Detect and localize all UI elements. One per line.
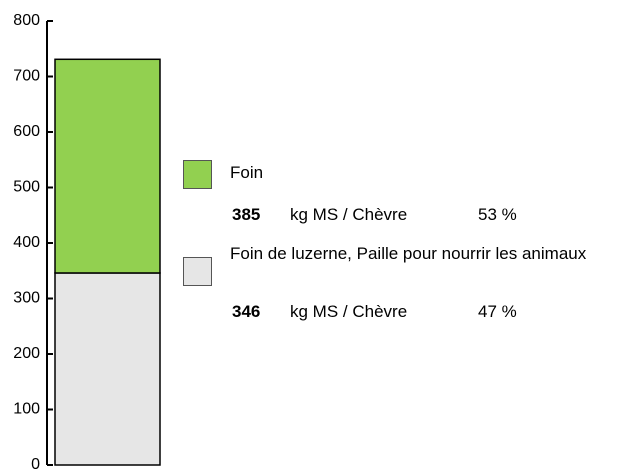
y-tick-label: 300 — [13, 290, 40, 307]
y-tick-label: 0 — [31, 456, 40, 470]
share-label: 53 % — [478, 205, 517, 224]
y-tick-label: 800 — [13, 12, 40, 29]
y-tick-label: 100 — [13, 401, 40, 418]
value-label: 346 — [232, 302, 261, 321]
y-tick-label: 700 — [13, 68, 40, 85]
y-tick-label: 600 — [13, 123, 40, 140]
y-tick-label: 500 — [13, 179, 40, 196]
unit-label: kg MS / Chèvre — [290, 205, 408, 224]
share-label: 47 % — [478, 302, 517, 321]
value-label: 385 — [232, 205, 261, 224]
legend-values: 385 kg MS / Chèvre 53 % — [232, 205, 517, 225]
bar-segment — [54, 272, 161, 466]
bar-segment — [54, 58, 161, 274]
legend-swatch — [183, 257, 212, 286]
legend-label: Foin — [230, 163, 264, 182]
y-tick-label: 400 — [13, 234, 40, 251]
legend-values: 346 kg MS / Chèvre 47 % — [232, 302, 517, 322]
unit-label: kg MS / Chèvre — [290, 302, 408, 321]
legend-label: Foin de luzerne, Paille pour nourrir les… — [230, 244, 587, 263]
legend-swatch — [183, 160, 212, 189]
y-tick-label: 200 — [13, 345, 40, 362]
